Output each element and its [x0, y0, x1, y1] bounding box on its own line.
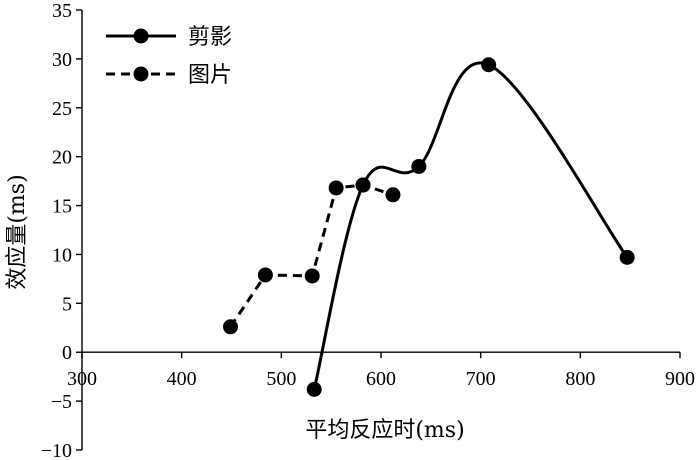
x-axis-title: 平均反应时(ms): [305, 418, 464, 443]
y-tick-label: 35: [52, 0, 72, 22]
x-tick-label: 900: [665, 368, 695, 390]
series-point: [304, 268, 320, 284]
legend-label: 图片: [188, 63, 232, 88]
x-tick-label: 600: [366, 368, 396, 390]
series-point: [619, 249, 635, 265]
legend-label: 剪影: [188, 25, 232, 50]
legend-marker: [133, 66, 149, 82]
legend-marker: [133, 28, 149, 44]
x-tick-label: 400: [167, 368, 197, 390]
x-tick-label: 700: [466, 368, 496, 390]
y-tick-label: −10: [41, 440, 72, 460]
series-line-dashed: [229, 183, 394, 328]
series-point: [328, 180, 344, 196]
series-line-solid: [312, 61, 629, 390]
x-tick-label: 800: [565, 368, 595, 390]
y-tick-label: −5: [51, 391, 72, 413]
series-point: [355, 177, 371, 193]
series-point: [385, 187, 401, 203]
y-tick-label: 10: [52, 244, 72, 266]
y-tick-label: 0: [62, 342, 72, 364]
y-axis-title: 效应量(ms): [5, 174, 30, 289]
series-point: [223, 319, 239, 335]
x-tick-label: 500: [266, 368, 296, 390]
y-tick-label: 5: [62, 293, 72, 315]
y-tick-label: 30: [52, 49, 72, 71]
y-tick-label: 15: [52, 196, 72, 218]
y-tick-label: 25: [52, 98, 72, 120]
y-tick-label: 20: [52, 147, 72, 169]
x-tick-label: 300: [67, 368, 97, 390]
series-point: [481, 57, 497, 73]
axes: [76, 9, 681, 451]
series-layer: [223, 57, 635, 397]
series-point: [411, 158, 427, 174]
series-point: [306, 381, 322, 397]
ticks-layer: −10 −5 0 5 10 15 20 25 30 35 300 400 500 600 700 800 900: [41, 0, 695, 460]
series-point: [257, 267, 273, 283]
